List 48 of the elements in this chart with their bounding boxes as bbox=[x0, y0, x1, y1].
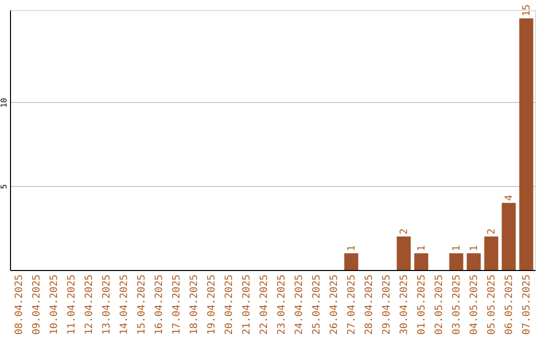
data-label: 2 bbox=[486, 228, 498, 234]
bar bbox=[396, 236, 411, 270]
x-tick-label: 29.04.2025 bbox=[381, 274, 392, 335]
x-tick-label: 18.04.2025 bbox=[188, 274, 200, 335]
data-label: 1 bbox=[468, 245, 480, 252]
x-tick-label: 17.04.2025 bbox=[171, 274, 182, 335]
x-tick-label: 28.04.2025 bbox=[364, 274, 375, 335]
x-tick-label: 03.05.2025 bbox=[451, 274, 462, 335]
data-label: 15 bbox=[521, 4, 532, 16]
x-tick-label: 15.04.2025 bbox=[136, 274, 148, 335]
x-tick-label: 10.04.2025 bbox=[48, 274, 60, 335]
x-tick-label: 12.04.2025 bbox=[84, 274, 95, 335]
data-label: 1 bbox=[451, 245, 462, 252]
x-tick-label: 30.04.2025 bbox=[398, 274, 410, 335]
x-tick-label: 16.04.2025 bbox=[154, 274, 165, 335]
x-tick-label: 04.05.2025 bbox=[468, 274, 480, 335]
data-label: 2 bbox=[398, 228, 410, 234]
x-tick-label: 25.04.2025 bbox=[311, 274, 322, 335]
bar bbox=[484, 236, 498, 270]
x-tick-label: 01.05.2025 bbox=[416, 274, 428, 335]
x-tick-label: 05.05.2025 bbox=[486, 274, 498, 335]
bar bbox=[414, 253, 428, 270]
x-tick-label: 19.04.2025 bbox=[206, 274, 218, 335]
y-tick-label: 5 bbox=[0, 184, 8, 190]
data-label: 1 bbox=[416, 245, 428, 252]
bar bbox=[449, 253, 464, 270]
x-tick-label: 11.04.2025 bbox=[66, 274, 78, 335]
x-tick-label: 07.05.2025 bbox=[521, 274, 532, 335]
x-tick-label: 08.04.2025 bbox=[14, 274, 25, 335]
data-label: 4 bbox=[504, 194, 515, 201]
x-tick-label: 20.04.2025 bbox=[224, 274, 235, 335]
x-tick-label: 06.05.2025 bbox=[504, 274, 515, 335]
y-tick-label: 10 bbox=[0, 98, 8, 108]
x-tick-label: 02.05.2025 bbox=[434, 274, 445, 335]
data-label: 1 bbox=[346, 245, 358, 252]
bar bbox=[466, 253, 481, 270]
bar bbox=[344, 253, 358, 270]
bar bbox=[519, 18, 534, 270]
x-tick-label: 27.04.2025 bbox=[346, 274, 358, 335]
x-tick-label: 21.04.2025 bbox=[241, 274, 252, 335]
x-tick-label: 26.04.2025 bbox=[328, 274, 340, 335]
x-tick-label: 23.04.2025 bbox=[276, 274, 288, 335]
x-tick-label: 22.04.2025 bbox=[258, 274, 270, 335]
bar bbox=[502, 202, 516, 270]
x-tick-label: 24.04.2025 bbox=[294, 274, 305, 335]
x-tick-label: 13.04.2025 bbox=[101, 274, 112, 335]
x-tick-label: 09.04.2025 bbox=[31, 274, 42, 335]
x-tick-label: 14.04.2025 bbox=[118, 274, 130, 335]
